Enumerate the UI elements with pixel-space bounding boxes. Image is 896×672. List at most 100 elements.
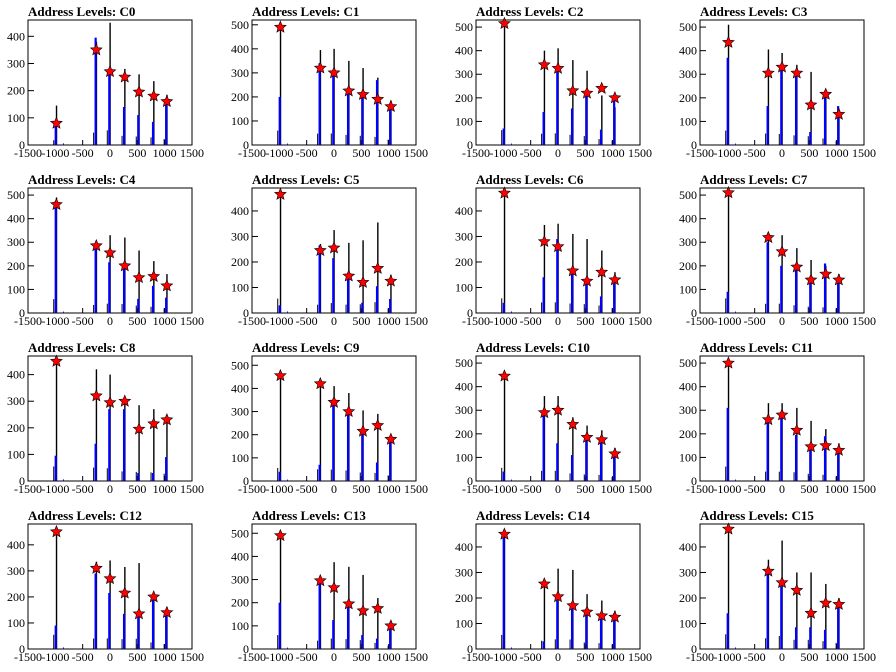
chart-title: Address Levels: C8: [28, 340, 136, 355]
chart-title: Address Levels: C14: [476, 508, 590, 523]
bar-blue: [585, 437, 588, 481]
bar-black-side: [765, 303, 767, 313]
y-tick-label: 400: [231, 204, 249, 218]
bar-black: [55, 530, 58, 649]
x-tick-label: 1000: [377, 650, 401, 664]
x-tick-label: 500: [128, 650, 146, 664]
x-tick-label: 1000: [601, 650, 625, 664]
bar-blue: [108, 71, 111, 145]
y-tick-label: 500: [231, 358, 249, 372]
bar-black-side: [374, 302, 376, 313]
bar-black-side: [611, 477, 613, 481]
x-tick-label: 1500: [404, 482, 428, 496]
peak-marker: [160, 94, 174, 108]
bar-black-side: [93, 467, 95, 481]
bar-black: [543, 50, 546, 145]
y-tick-label: 200: [455, 91, 473, 105]
y-tick-label: 500: [679, 356, 697, 370]
y-tick-label: 100: [231, 280, 249, 294]
bar-black: [543, 224, 546, 313]
bar-black-side: [554, 639, 556, 649]
peak-marker: [804, 273, 818, 286]
bar-blue: [389, 627, 392, 649]
x-tick-label: 1000: [377, 146, 401, 160]
bar-black-side: [345, 304, 347, 313]
bar-blue-minor: [286, 311, 288, 313]
x-tick-label: 1000: [377, 314, 401, 328]
peak-marker: [819, 87, 833, 100]
bar-blue: [332, 72, 335, 145]
bar-blue-minor: [734, 647, 736, 649]
bar-blue: [318, 245, 321, 313]
peak-marker: [551, 61, 565, 74]
peak-marker: [313, 243, 327, 257]
bar-blue: [570, 108, 574, 145]
y-tick-label: 0: [19, 306, 25, 320]
bar-blue: [809, 447, 812, 481]
bar-blue: [613, 97, 616, 145]
x-tick-label: -1500: [686, 650, 714, 664]
x-tick-label: 0: [555, 482, 561, 496]
peak-marker: [356, 275, 370, 288]
x-tick-label: 1500: [180, 650, 204, 664]
bar-blue: [556, 443, 559, 481]
y-tick-label: 300: [231, 405, 249, 419]
peak-marker: [147, 417, 161, 430]
peak-marker: [160, 605, 174, 619]
bar-black-side: [807, 639, 809, 649]
y-tick-label: 300: [679, 67, 697, 81]
bar-black-side: [163, 644, 165, 649]
bar-black: [601, 250, 603, 313]
bar-black-side: [387, 139, 389, 145]
x-tick-label: -1000: [713, 482, 741, 496]
bar-black-side: [277, 130, 279, 145]
bar-blue: [570, 608, 574, 649]
chart-title: Address Levels: C0: [28, 4, 135, 19]
y-tick-label: 100: [231, 114, 249, 128]
bar-blue: [108, 262, 111, 313]
peak-marker: [327, 580, 341, 594]
bar-black-side: [778, 471, 780, 481]
y-tick-label: 0: [691, 642, 697, 656]
chart-panel-8: Address Levels: C8 0 100 200 300 400 -1500 -100…: [7, 340, 204, 496]
peak-marker: [761, 564, 775, 577]
bar-blue: [766, 242, 769, 313]
x-tick-label: 1500: [852, 482, 876, 496]
bar-black-side: [150, 472, 152, 481]
peak-marker: [384, 619, 398, 632]
bar-blue: [346, 276, 350, 313]
peak-marker: [832, 597, 846, 610]
x-tick-label: 1500: [852, 314, 876, 328]
chart-title: Address Levels: C10: [476, 340, 590, 355]
x-tick-label: -500: [520, 650, 542, 664]
peak-marker: [721, 356, 735, 369]
x-tick-label: -1000: [41, 482, 69, 496]
bar-blue: [122, 409, 126, 481]
y-tick-label: 100: [231, 619, 249, 633]
x-tick-label: 500: [576, 146, 594, 160]
bar-black-side: [345, 470, 347, 481]
x-tick-label: 500: [800, 482, 818, 496]
peak-marker: [595, 81, 609, 94]
bar-black-side: [330, 303, 332, 313]
y-tick-label: 500: [455, 20, 473, 34]
bar-blue: [165, 297, 168, 313]
bar-black-side: [53, 299, 55, 313]
bar-blue: [809, 132, 812, 145]
bar-blue: [94, 573, 97, 649]
chart-title: Address Levels: C7: [700, 172, 808, 187]
bar-black: [572, 417, 574, 481]
bar-black-side: [807, 136, 809, 145]
x-tick-label: 1500: [628, 146, 652, 160]
y-tick-label: 200: [231, 596, 249, 610]
y-tick-label: 500: [7, 188, 25, 202]
bar-black-side: [583, 304, 585, 313]
bar-black-side: [501, 298, 503, 313]
bar-black-side: [569, 303, 571, 313]
bar-blue: [585, 90, 588, 145]
bar-blue: [346, 605, 350, 649]
bar-blue: [556, 239, 559, 313]
bar-black: [557, 396, 559, 481]
x-tick-label: -500: [744, 146, 766, 160]
x-tick-label: 0: [331, 146, 337, 160]
